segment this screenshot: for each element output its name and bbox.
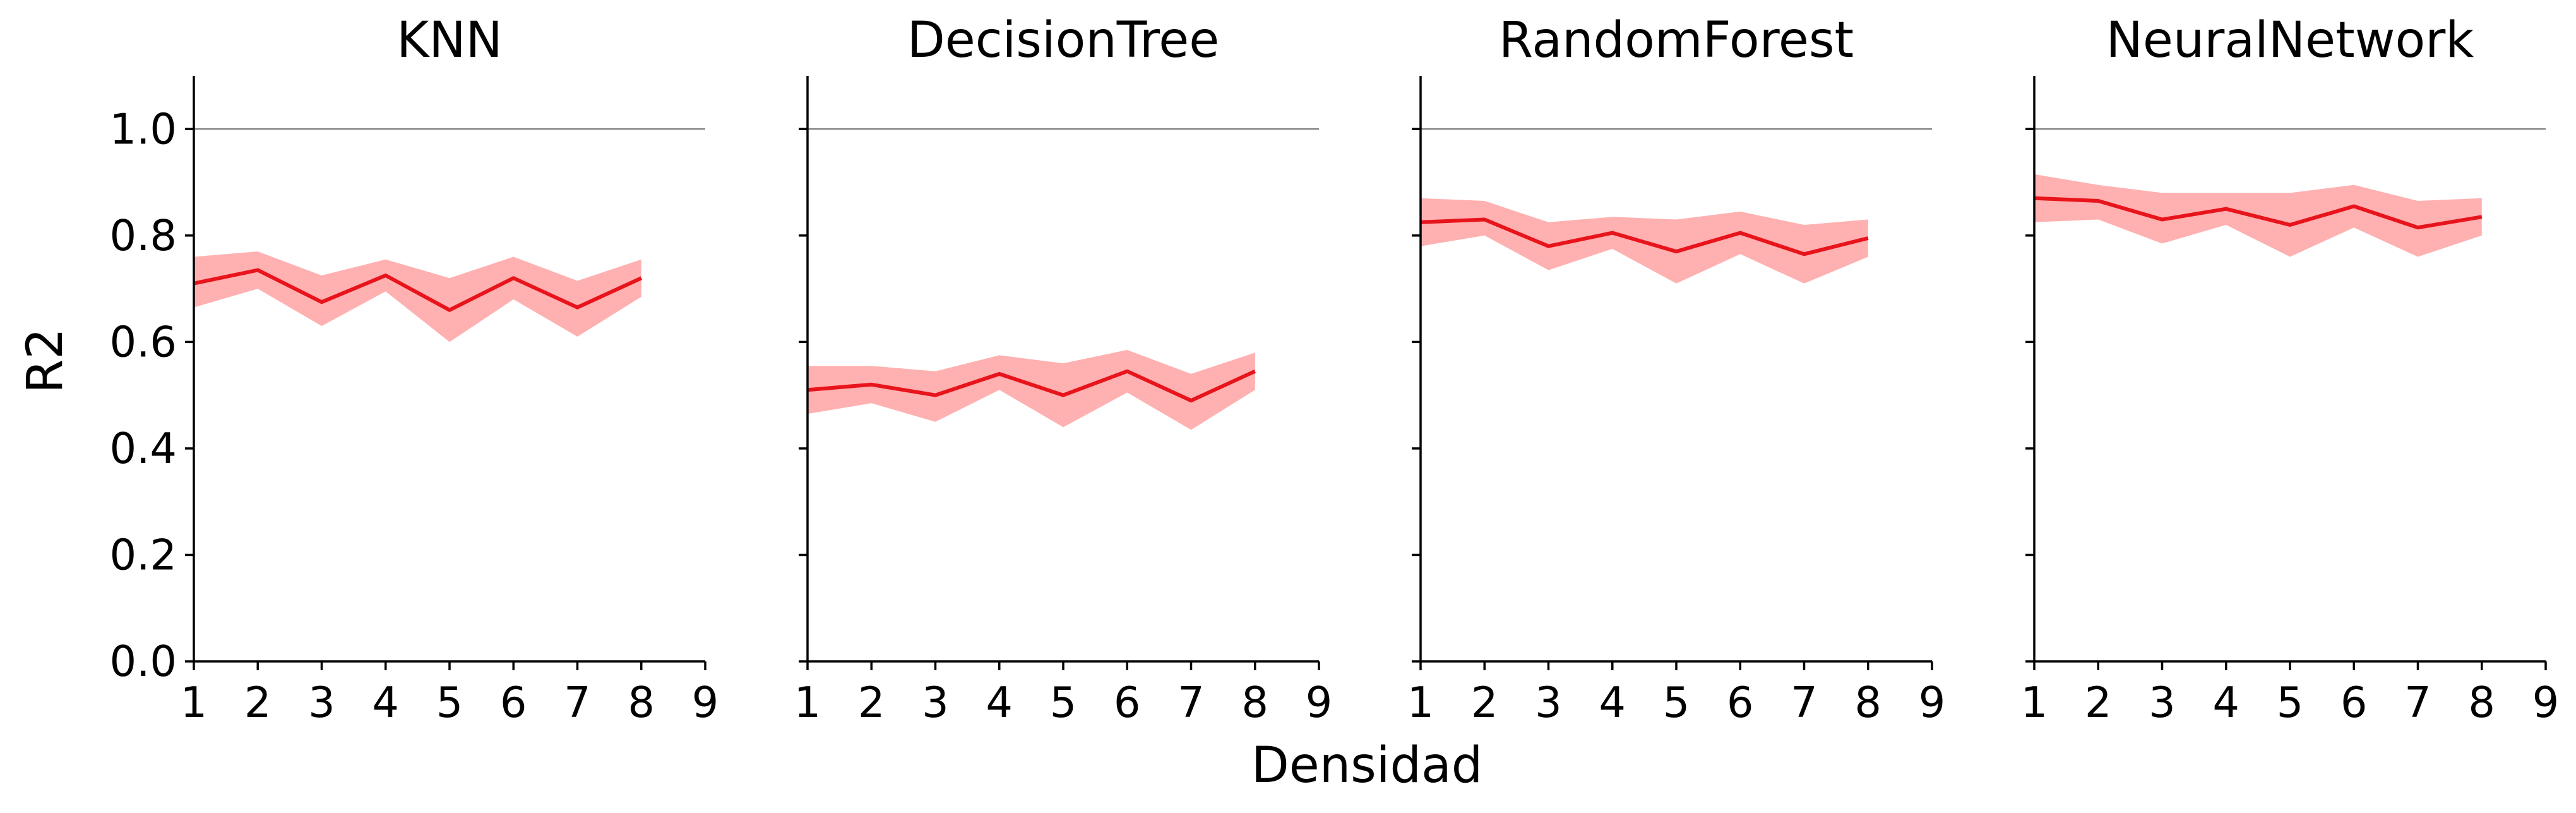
x-tick-label: 6 bbox=[2340, 678, 2368, 727]
x-tick-label: 3 bbox=[2149, 678, 2176, 727]
y-axis-label: R2 bbox=[17, 328, 74, 394]
x-tick-label: 8 bbox=[628, 678, 655, 727]
x-tick-label: 7 bbox=[2404, 678, 2431, 727]
x-tick-label: 8 bbox=[2468, 678, 2495, 727]
x-tick-label: 9 bbox=[692, 678, 719, 727]
y-tick-label: 0.0 bbox=[109, 637, 177, 686]
x-tick-label: 6 bbox=[1727, 678, 1754, 727]
mean-line bbox=[193, 268, 643, 312]
x-tick-label: 1 bbox=[794, 678, 821, 727]
panel-decisiontree: DecisionTree 1 2 3 4 5 6 7 8 9 bbox=[794, 12, 1333, 727]
panel-knn: KNN 0.0 0.2 0.4 0.6 0.8 1.0 1 2 3 4 5 6 7 8 9 bbox=[109, 12, 719, 727]
y-tick-label: 0.8 bbox=[109, 211, 177, 260]
x-tick-label: 5 bbox=[436, 678, 463, 727]
panel-title: DecisionTree bbox=[907, 12, 1220, 69]
x-tick-label: 6 bbox=[1114, 678, 1141, 727]
panel-title: RandomForest bbox=[1499, 12, 1854, 69]
x-tick-label: 1 bbox=[181, 678, 208, 727]
x-tick-label: 1 bbox=[1407, 678, 1434, 727]
x-tick-label: 4 bbox=[372, 678, 399, 727]
x-tick-label: 5 bbox=[1050, 678, 1077, 727]
panel-title: NeuralNetwork bbox=[2106, 12, 2474, 69]
x-tick-label: 3 bbox=[308, 678, 335, 727]
y-tick-label: 0.6 bbox=[109, 317, 177, 366]
confidence-band bbox=[808, 350, 1255, 430]
x-tick-label: 9 bbox=[2532, 678, 2560, 727]
x-axis-label: Densidad bbox=[1251, 737, 1483, 794]
x-tick-label: 7 bbox=[564, 678, 591, 727]
x-tick-label: 5 bbox=[2277, 678, 2304, 727]
x-tick-label: 1 bbox=[2021, 678, 2048, 727]
y-tick-label: 0.2 bbox=[109, 530, 177, 579]
x-tick-label: 4 bbox=[986, 678, 1013, 727]
panel-neuralnetwork: NeuralNetwork 1 2 3 4 5 6 7 8 9 bbox=[2021, 12, 2560, 727]
mean-line bbox=[1420, 217, 1869, 256]
panel-randomforest: RandomForest 1 2 3 4 5 6 7 8 9 bbox=[1407, 12, 1946, 727]
x-tick-label: 8 bbox=[1241, 678, 1268, 727]
y-tick-label: 0.4 bbox=[109, 424, 177, 473]
x-tick-label: 4 bbox=[1599, 678, 1626, 727]
x-tick-label: 2 bbox=[244, 678, 271, 727]
mean-line bbox=[2034, 196, 2483, 230]
mean-line bbox=[807, 369, 1256, 403]
x-tick-label: 6 bbox=[500, 678, 527, 727]
x-tick-label: 5 bbox=[1663, 678, 1690, 727]
x-tick-label: 7 bbox=[1791, 678, 1818, 727]
confidence-band bbox=[194, 251, 641, 342]
y-tick-label: 1.0 bbox=[109, 104, 177, 154]
x-tick-label: 8 bbox=[1854, 678, 1881, 727]
x-tick-label: 7 bbox=[1178, 678, 1205, 727]
x-tick-label: 3 bbox=[1535, 678, 1562, 727]
x-tick-label: 9 bbox=[1306, 678, 1333, 727]
panel-title: KNN bbox=[397, 12, 503, 69]
x-tick-label: 2 bbox=[1471, 678, 1498, 727]
x-tick-label: 3 bbox=[922, 678, 949, 727]
x-tick-label: 2 bbox=[858, 678, 885, 727]
x-tick-label: 4 bbox=[2212, 678, 2239, 727]
x-tick-label: 9 bbox=[1919, 678, 1946, 727]
x-tick-label: 2 bbox=[2085, 678, 2112, 727]
